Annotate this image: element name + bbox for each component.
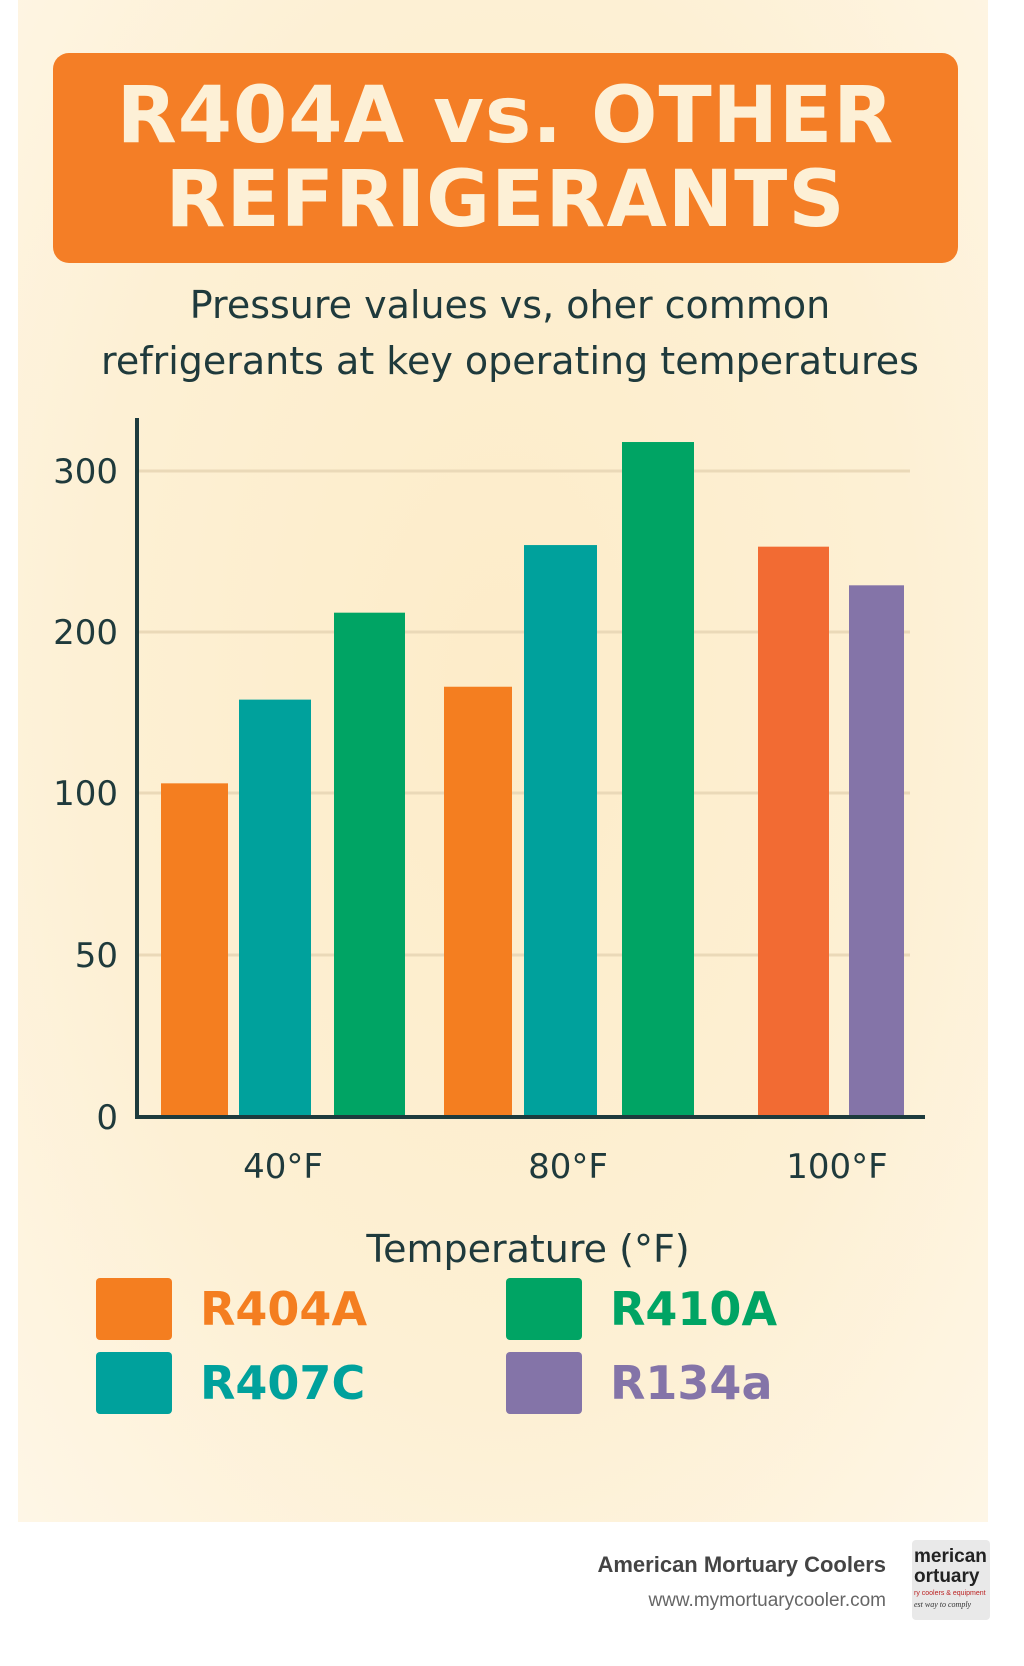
bar-r407c-80f xyxy=(524,545,597,1117)
bar-r410a-40f xyxy=(334,612,405,1117)
bar-chart: 0 50 100 200 300 40°F 80°F 100°F Temperature (… xyxy=(53,418,925,1271)
legend-item-r134a: R134a xyxy=(506,1352,772,1414)
legend-swatch xyxy=(96,1278,172,1340)
legend-label: R404A xyxy=(200,1282,368,1336)
y-tick-label: 200 xyxy=(53,613,118,653)
legend-swatch xyxy=(96,1352,172,1414)
legend-swatch xyxy=(506,1278,582,1340)
bar-r404a-80f xyxy=(444,686,512,1117)
footer-url[interactable]: www.mymortuarycooler.com xyxy=(648,1590,886,1611)
subtitle-line-2: refrigerants at key operating temperatur… xyxy=(101,339,919,383)
legend-label: R407C xyxy=(200,1356,366,1410)
y-tick-labels: 0 50 100 200 300 xyxy=(53,452,118,1138)
y-tick-label: 100 xyxy=(53,774,118,814)
x-tick-label: 100°F xyxy=(786,1147,887,1187)
axes xyxy=(135,418,925,1119)
bar-r410a-80f xyxy=(622,442,694,1117)
bar-r404a-100f xyxy=(758,546,829,1117)
x-axis-title: Temperature (°F) xyxy=(365,1227,689,1271)
x-tick-label: 80°F xyxy=(528,1147,608,1187)
bar-r404a-40f xyxy=(161,783,228,1117)
legend-item-r407c: R407C xyxy=(96,1352,365,1414)
legend-swatch xyxy=(506,1352,582,1414)
y-tick-label: 300 xyxy=(53,452,118,492)
legend-item-r410a: R410A xyxy=(506,1278,777,1340)
title-line-1: R404A vs. OTHER xyxy=(116,71,895,161)
bar-r134a-100f xyxy=(849,585,904,1117)
company-logo: merican ortuary ry coolers & equipment e… xyxy=(912,1540,990,1620)
y-tick-label: 50 xyxy=(75,936,118,976)
x-tick-labels: 40°F 80°F 100°F xyxy=(243,1147,888,1187)
subtitle-line-1: Pressure values vs, oher common xyxy=(189,283,831,327)
title-line-2: REFRIGERANTS xyxy=(165,155,846,245)
y-tick-label: 0 xyxy=(96,1098,118,1138)
title-banner: R404A vs. OTHER REFRIGERANTS xyxy=(53,53,958,263)
legend-item-r404a: R404A xyxy=(96,1278,367,1340)
x-tick-label: 40°F xyxy=(243,1147,323,1187)
footer-company-name: American Mortuary Coolers xyxy=(597,1552,886,1577)
legend-label: R410A xyxy=(610,1282,778,1336)
legend-label: R134a xyxy=(610,1356,773,1410)
bars xyxy=(161,442,904,1117)
bar-r407c-40f xyxy=(239,699,311,1117)
